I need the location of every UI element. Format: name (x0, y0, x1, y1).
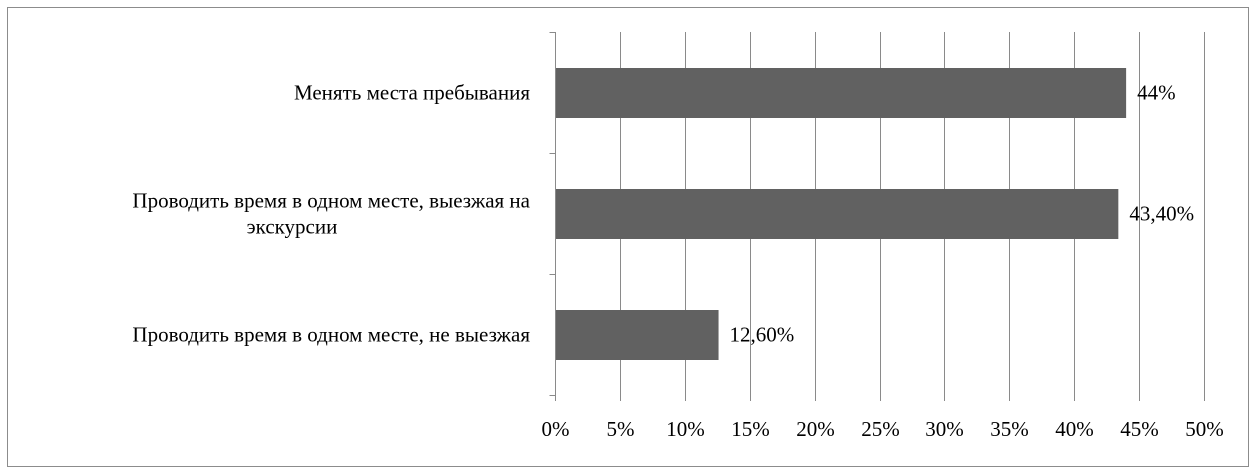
labels: 0% 5% 10% 15% 20% 25% 30% 35% 40% 45% 50% Менять ме… (132, 81, 1223, 442)
category-label: Проводить время в одном месте, не выезжа… (132, 323, 530, 347)
category-label-line: экскурсии (247, 215, 338, 239)
category-label-line: Проводить время в одном месте, не выезжа… (132, 323, 530, 347)
x-tick-label: 45% (1120, 417, 1159, 441)
x-tick-label: 50% (1185, 417, 1224, 441)
bar-chart: 0% 5% 10% 15% 20% 25% 30% 35% 40% 45% 50% Менять ме… (132, 32, 1224, 442)
axes (549, 32, 1205, 401)
category-label: Проводить время в одном месте, выезжая н… (132, 189, 530, 239)
x-tick-label: 20% (796, 417, 835, 441)
bar (555, 189, 1119, 239)
x-tick-label: 0% (542, 417, 570, 441)
x-tick-label: 15% (731, 417, 770, 441)
x-tick-label: 35% (990, 417, 1029, 441)
category-label-line: Менять места пребывания (294, 81, 530, 105)
x-tick-label: 10% (666, 417, 705, 441)
data-label: 44% (1137, 81, 1176, 105)
category-label: Менять места пребывания (294, 81, 530, 105)
data-label: 43,40% (1129, 202, 1194, 226)
bars (555, 68, 1127, 360)
bar (555, 310, 719, 360)
x-tick-label: 40% (1055, 417, 1094, 441)
data-label: 12,60% (730, 323, 795, 347)
category-label-line: Проводить время в одном месте, выезжая н… (132, 189, 530, 213)
x-tick-label: 5% (607, 417, 635, 441)
bar (555, 68, 1127, 118)
x-tick-label: 25% (861, 417, 900, 441)
x-tick-label: 30% (925, 417, 964, 441)
